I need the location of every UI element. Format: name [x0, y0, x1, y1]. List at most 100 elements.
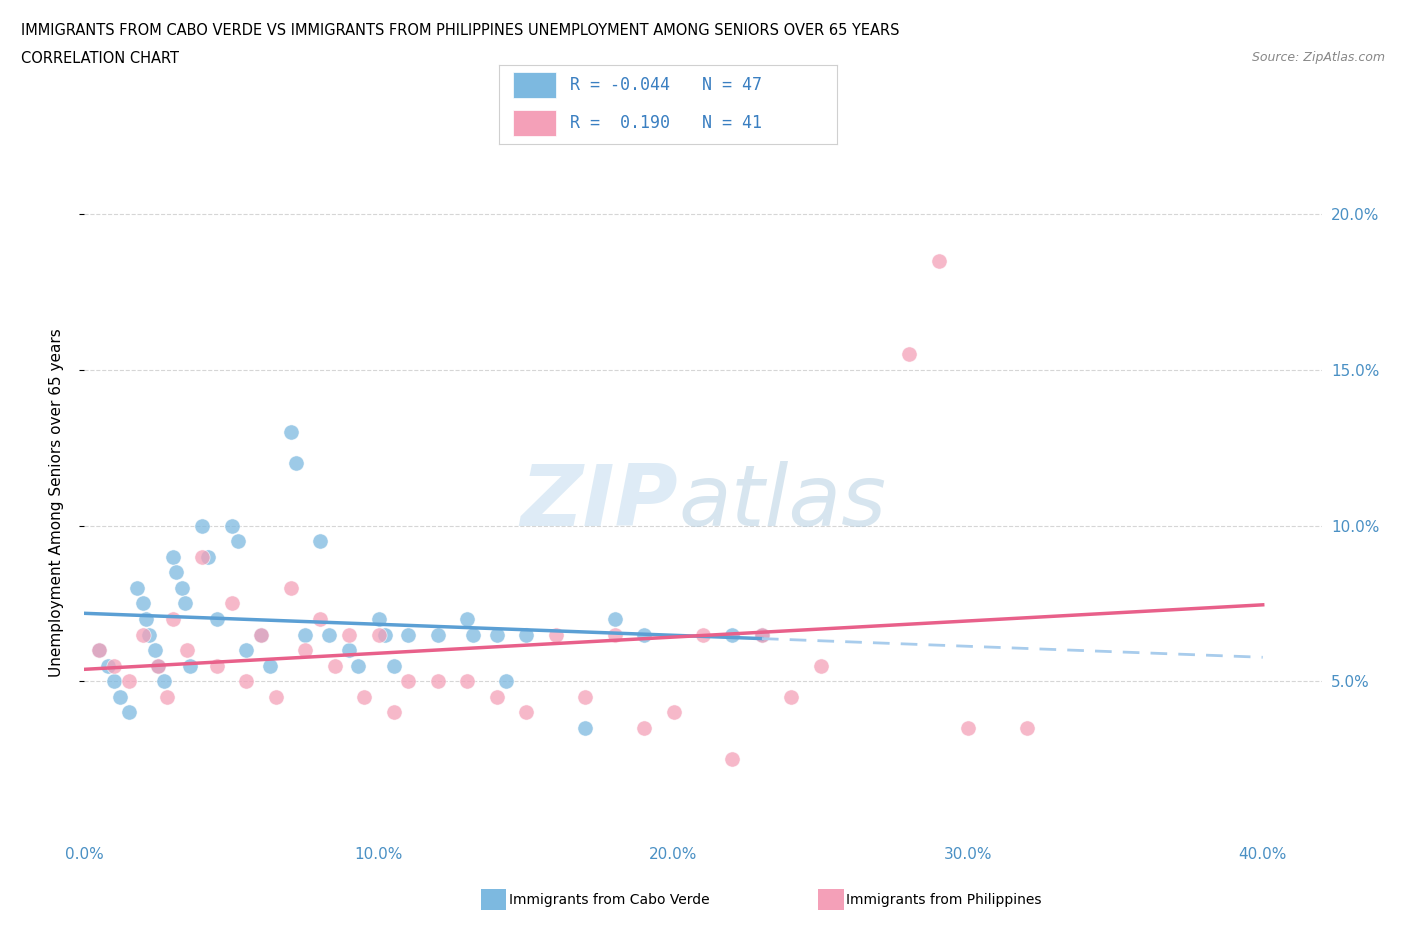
Point: [353, 689, 375, 704]
Point: [250, 627, 273, 642]
Point: [235, 643, 257, 658]
Point: [153, 674, 176, 689]
Point: [280, 580, 302, 595]
Point: [176, 643, 198, 658]
Point: [339, 627, 361, 642]
Point: [368, 612, 391, 627]
Point: [957, 721, 980, 736]
Point: [382, 705, 405, 720]
Point: [603, 627, 626, 642]
Point: [426, 627, 449, 642]
Point: [226, 534, 249, 549]
Text: ZIP: ZIP: [520, 460, 678, 544]
Text: Immigrants from Philippines: Immigrants from Philippines: [846, 893, 1042, 908]
Point: [382, 658, 405, 673]
Text: N = 47: N = 47: [702, 76, 762, 94]
Point: [456, 612, 478, 627]
Point: [544, 627, 567, 642]
Point: [374, 627, 396, 642]
Point: [285, 456, 308, 471]
Point: [456, 674, 478, 689]
Point: [347, 658, 370, 673]
Point: [103, 658, 125, 673]
Point: [132, 627, 155, 642]
Point: [633, 721, 655, 736]
Text: atlas: atlas: [678, 460, 886, 544]
Point: [146, 658, 169, 673]
Point: [721, 751, 744, 766]
Point: [294, 643, 316, 658]
Text: Source: ZipAtlas.com: Source: ZipAtlas.com: [1251, 51, 1385, 64]
Point: [235, 674, 257, 689]
Text: CORRELATION CHART: CORRELATION CHART: [21, 51, 179, 66]
Point: [97, 658, 120, 673]
Point: [205, 658, 228, 673]
Point: [87, 643, 110, 658]
Point: [170, 580, 193, 595]
Bar: [513, 73, 557, 99]
Point: [339, 643, 361, 658]
Point: [173, 596, 195, 611]
Point: [751, 627, 773, 642]
Point: [191, 518, 214, 533]
Point: [117, 674, 139, 689]
Bar: [513, 110, 557, 137]
Point: [323, 658, 346, 673]
Text: R = -0.044: R = -0.044: [569, 76, 671, 94]
Point: [221, 596, 243, 611]
Point: [132, 596, 155, 611]
Point: [87, 643, 110, 658]
Point: [515, 627, 537, 642]
Point: [485, 627, 508, 642]
Point: [117, 705, 139, 720]
Text: IMMIGRANTS FROM CABO VERDE VS IMMIGRANTS FROM PHILIPPINES UNEMPLOYMENT AMONG SEN: IMMIGRANTS FROM CABO VERDE VS IMMIGRANTS…: [21, 23, 900, 38]
Point: [143, 643, 166, 658]
Point: [603, 612, 626, 627]
Point: [721, 627, 744, 642]
Point: [633, 627, 655, 642]
Point: [259, 658, 281, 673]
Point: [309, 534, 332, 549]
Point: [574, 721, 596, 736]
Text: N = 41: N = 41: [702, 113, 762, 132]
Point: [574, 689, 596, 704]
Point: [294, 627, 316, 642]
Point: [197, 550, 219, 565]
Point: [127, 580, 149, 595]
Point: [191, 550, 214, 565]
Point: [426, 674, 449, 689]
Point: [280, 425, 302, 440]
Point: [515, 705, 537, 720]
Text: R =  0.190: R = 0.190: [569, 113, 671, 132]
Point: [1015, 721, 1038, 736]
Point: [396, 627, 419, 642]
Point: [250, 627, 273, 642]
Point: [309, 612, 332, 627]
Point: [485, 689, 508, 704]
Point: [205, 612, 228, 627]
Point: [692, 627, 714, 642]
Point: [463, 627, 485, 642]
Y-axis label: Unemployment Among Seniors over 65 years: Unemployment Among Seniors over 65 years: [49, 328, 63, 677]
Point: [165, 565, 187, 579]
Point: [162, 550, 184, 565]
Point: [135, 612, 157, 627]
Point: [662, 705, 685, 720]
Point: [103, 674, 125, 689]
Point: [928, 253, 950, 268]
Point: [810, 658, 832, 673]
Point: [368, 627, 391, 642]
Point: [162, 612, 184, 627]
Text: Immigrants from Cabo Verde: Immigrants from Cabo Verde: [509, 893, 710, 908]
Point: [138, 627, 160, 642]
Point: [898, 347, 921, 362]
Point: [221, 518, 243, 533]
Point: [179, 658, 201, 673]
Point: [108, 689, 131, 704]
Point: [495, 674, 517, 689]
Point: [146, 658, 169, 673]
Point: [156, 689, 179, 704]
Point: [396, 674, 419, 689]
Point: [751, 627, 773, 642]
Point: [780, 689, 803, 704]
